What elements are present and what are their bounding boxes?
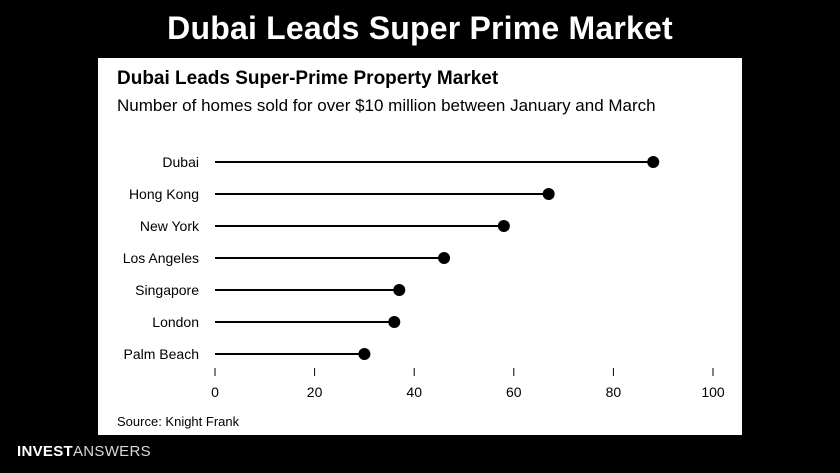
x-tick-label-60: 60 <box>506 384 522 400</box>
category-label-palm-beach: Palm Beach <box>124 346 199 362</box>
dot-dubai <box>647 156 660 168</box>
x-tick-label-100: 100 <box>701 384 725 400</box>
chart-subtitle: Number of homes sold for over $10 millio… <box>117 96 656 115</box>
dot-singapore <box>393 284 406 296</box>
category-label-singapore: Singapore <box>135 282 199 298</box>
dot-los-angeles <box>438 252 451 264</box>
lollipop-chart: Dubai Hong Kong New York Los Angeles Singapo… <box>123 154 725 400</box>
brand-part-invest: INVEST <box>17 443 73 460</box>
category-label-new-york: New York <box>140 218 200 234</box>
x-tick-label-0: 0 <box>211 384 219 400</box>
dot-london <box>388 316 401 328</box>
x-tick-label-40: 40 <box>406 384 422 400</box>
x-tick-label-20: 20 <box>307 384 323 400</box>
category-label-london: London <box>152 314 199 330</box>
chart-source: Source: Knight Frank <box>117 414 240 429</box>
category-label-los-angeles: Los Angeles <box>123 250 199 266</box>
category-label-hong-kong: Hong Kong <box>129 186 199 202</box>
brand-part-answers: ANSWERS <box>72 443 151 460</box>
chart-title: Dubai Leads Super-Prime Property Market <box>117 68 499 89</box>
brand-logo: INVESTANSWERS <box>17 443 151 460</box>
dot-new-york <box>497 220 510 232</box>
banner-title: Dubai Leads Super Prime Market <box>167 10 673 46</box>
category-label-dubai: Dubai <box>162 154 199 170</box>
dot-palm-beach <box>358 348 371 360</box>
x-tick-label-80: 80 <box>606 384 622 400</box>
chart-card: Dubai Leads Super-Prime Property Market … <box>98 58 742 435</box>
dot-hong-kong <box>542 188 555 200</box>
